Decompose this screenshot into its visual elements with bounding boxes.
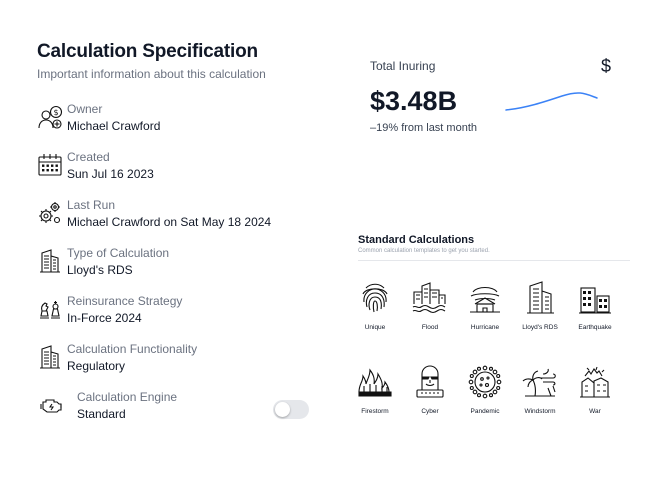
calculation-specification: Calculation Specification Important info… — [37, 41, 327, 421]
calculation-engine-value: Standard — [77, 407, 126, 421]
flood-icon — [412, 282, 446, 314]
template-label: Firestorm — [361, 408, 389, 415]
calculation-engine-label: Calculation Engine — [77, 390, 178, 404]
firestorm-icon — [358, 368, 392, 397]
virus-icon — [468, 365, 502, 399]
calculation-engine-field: Calculation Engine Standard — [37, 389, 177, 423]
template-label: Pandemic — [470, 408, 500, 415]
calendar-icon — [38, 154, 62, 176]
owner-value: Michael Crawford — [67, 119, 161, 133]
template-label: War — [589, 408, 601, 415]
stat-value: $3.48B — [370, 86, 458, 116]
template-firestorm[interactable]: Firestorm — [347, 364, 403, 415]
stat-label: Total Inuring — [370, 59, 436, 73]
reinsurance-strategy-label: Reinsurance Strategy — [67, 294, 183, 308]
calculation-functionality-value: Regulatory — [67, 359, 126, 373]
created-label: Created — [67, 150, 110, 164]
earthquake-icon — [579, 287, 611, 314]
last-run-field: Last Run Michael Crawford on Sat May 18 … — [37, 197, 271, 231]
owner-label: Owner — [67, 102, 103, 116]
cyber-icon — [416, 365, 444, 398]
owner-field: $ Owner Michael Crawford — [37, 101, 160, 135]
template-pandemic[interactable]: Pandemic — [457, 364, 513, 415]
standard-calculations: Standard Calculations Common calculation… — [358, 234, 630, 261]
type-of-calculation-field: Type of Calculation Lloyd's RDS — [37, 245, 169, 279]
template-unique[interactable]: Unique — [347, 280, 403, 331]
building-icon — [40, 345, 60, 369]
page-title: Calculation Specification — [37, 41, 258, 62]
total-inuring-card: Total Inuring $ $3.48B –19% from last mo… — [370, 56, 620, 146]
fingerprint-icon — [362, 283, 388, 313]
template-label: Unique — [364, 324, 386, 331]
svg-text:$: $ — [53, 108, 58, 117]
dollar-icon: $ — [600, 56, 611, 76]
template-flood[interactable]: Flood — [402, 280, 458, 331]
reinsurance-strategy-field: Reinsurance Strategy In-Force 2024 — [37, 293, 182, 327]
divider — [358, 260, 630, 261]
template-label: Lloyd's RDS — [522, 324, 558, 331]
type-of-calculation-value: Lloyd's RDS — [67, 263, 133, 277]
standard-calculations-subtitle: Common calculation templates to get you … — [358, 248, 490, 254]
template-label: Hurricane — [470, 324, 500, 331]
calculation-functionality-label: Calculation Functionality — [67, 342, 198, 356]
sparkline-line — [505, 92, 598, 111]
template-hurricane[interactable]: Hurricane — [457, 280, 513, 331]
war-icon — [580, 366, 610, 398]
template-label: Windstorm — [524, 408, 556, 415]
reinsurance-strategy-value: In-Force 2024 — [67, 311, 142, 325]
owner-icon: $ — [38, 105, 63, 129]
template-cyber[interactable]: Cyber — [402, 364, 458, 415]
sparkline — [505, 92, 598, 111]
stat-change: –19% from last month — [370, 122, 477, 134]
building-icon — [527, 281, 554, 314]
calculation-engine-toggle[interactable] — [273, 400, 309, 419]
page-subtitle: Important information about this calcula… — [37, 67, 266, 81]
created-field: Created Sun Jul 16 2023 — [37, 149, 154, 183]
type-of-calculation-label: Type of Calculation — [67, 246, 170, 260]
template-label: Flood — [421, 324, 439, 331]
calculation-functionality-field: Calculation Functionality Regulatory — [37, 341, 197, 375]
engine-icon — [40, 399, 62, 413]
template-earthquake[interactable]: Earthquake — [567, 280, 623, 331]
template-war[interactable]: War — [567, 364, 623, 415]
chess-icon — [40, 301, 60, 319]
building-icon — [40, 249, 60, 273]
last-run-label: Last Run — [67, 198, 116, 212]
template-lloyds-rds[interactable]: Lloyd's RDS — [512, 280, 568, 331]
gears-icon — [39, 202, 61, 224]
created-value: Sun Jul 16 2023 — [67, 167, 154, 181]
windstorm-icon — [522, 368, 556, 397]
last-run-value: Michael Crawford on Sat May 18 2024 — [67, 215, 272, 229]
standard-calculations-title: Standard Calculations — [358, 234, 475, 246]
toggle-knob[interactable] — [275, 402, 290, 417]
template-label: Cyber — [421, 408, 439, 415]
template-windstorm[interactable]: Windstorm — [512, 364, 568, 415]
hurricane-icon — [470, 286, 500, 313]
template-label: Earthquake — [578, 324, 612, 331]
